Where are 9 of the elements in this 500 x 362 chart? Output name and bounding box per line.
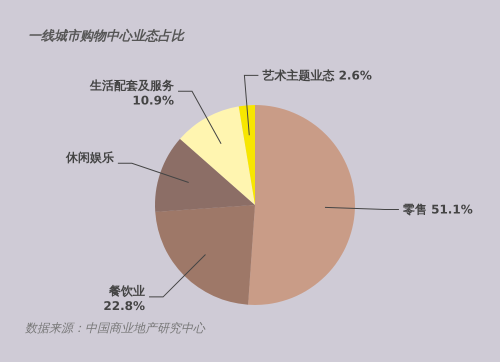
source-note: 数据来源：中国商业地产研究中心: [25, 321, 206, 335]
slice-label: 艺术主题业态 2.6%: [261, 68, 372, 82]
data-label: 22.8%: [103, 298, 146, 313]
slice-label: 休闲娱乐: [64, 150, 114, 164]
slice-label: 零售 51.1%: [402, 202, 473, 216]
slice-label: 生活配套及服务: [89, 78, 174, 92]
slice-label: 餐饮业: [108, 284, 146, 298]
chart-title: 一线城市购物中心业态占比: [28, 28, 185, 44]
data-label: 10.9%: [132, 93, 174, 108]
